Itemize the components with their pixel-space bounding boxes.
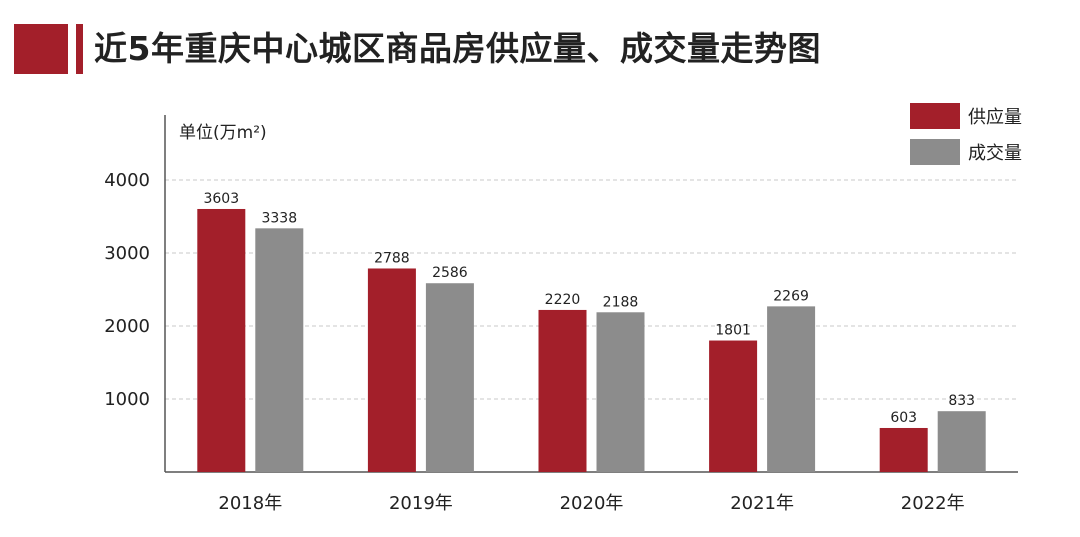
bar-supply — [709, 340, 758, 472]
legend: 供应量 成交量 — [910, 103, 1022, 175]
data-label-supply: 3603 — [203, 191, 239, 207]
title-accent-block — [14, 24, 68, 74]
data-label-supply: 1801 — [715, 323, 751, 339]
data-label-supply: 2788 — [374, 250, 410, 266]
legend-label-deal: 成交量 — [968, 143, 1022, 164]
data-label-deal: 833 — [948, 393, 975, 409]
legend-item-supply: 供应量 — [910, 103, 1022, 129]
x-tick-label: 2022年 — [901, 493, 965, 514]
title-accent-bar — [76, 24, 83, 74]
y-tick-label: 1000 — [104, 389, 150, 410]
bar-deal — [937, 411, 986, 472]
x-tick-label: 2019年 — [389, 493, 453, 514]
data-label-deal: 3338 — [261, 210, 297, 226]
data-label-deal: 2188 — [603, 294, 639, 310]
legend-item-deal: 成交量 — [910, 139, 1022, 165]
legend-swatch-deal — [910, 139, 960, 165]
legend-swatch-supply — [910, 103, 960, 129]
y-axis-unit-label: 单位(万m²) — [179, 123, 267, 143]
data-label-deal: 2269 — [773, 288, 809, 304]
x-tick-label: 2018年 — [218, 493, 282, 514]
x-tick-label: 2020年 — [560, 493, 624, 514]
bar-supply — [367, 268, 416, 472]
legend-label-supply: 供应量 — [968, 107, 1022, 128]
x-tick-label: 2021年 — [730, 493, 794, 514]
data-label-supply: 2220 — [545, 292, 581, 308]
bar-deal — [255, 228, 304, 472]
y-tick-label: 2000 — [104, 316, 150, 337]
y-tick-label: 4000 — [104, 170, 150, 191]
chart-title: 近5年重庆中心城区商品房供应量、成交量走势图 — [94, 29, 821, 68]
bar-deal — [596, 312, 645, 472]
data-label-deal: 2586 — [432, 265, 468, 281]
data-label-supply: 603 — [890, 410, 917, 426]
bar-supply — [538, 309, 587, 472]
title-accent-mark — [14, 24, 83, 74]
bar-deal — [767, 306, 816, 472]
y-tick-label: 3000 — [104, 243, 150, 264]
bar-deal — [425, 283, 474, 472]
bar-supply — [197, 208, 246, 472]
bar-supply — [879, 427, 928, 472]
